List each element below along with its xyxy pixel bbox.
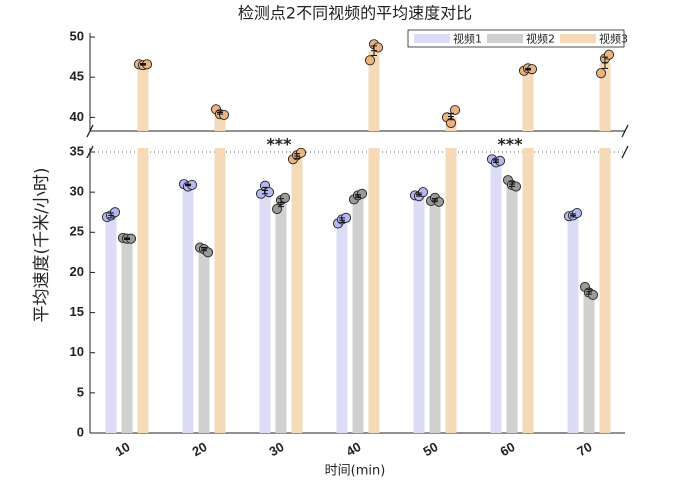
error-bar	[525, 67, 531, 71]
bar	[105, 215, 117, 433]
error-bar	[602, 56, 608, 69]
error-bar	[185, 183, 191, 187]
data-point	[202, 247, 214, 258]
y2-tick-label: 45	[70, 69, 84, 84]
error-bar	[355, 194, 361, 199]
bar	[445, 148, 457, 433]
error-bar	[448, 112, 454, 121]
data-point	[364, 55, 376, 66]
error-bar	[294, 153, 300, 159]
data-point	[595, 68, 607, 79]
y2-tick-label: 50	[70, 28, 84, 43]
bar	[137, 148, 149, 433]
axis-break	[86, 124, 94, 138]
bar	[368, 50, 380, 131]
error-bar	[416, 192, 422, 197]
bar	[583, 291, 595, 433]
data-point	[372, 42, 384, 53]
x-tick-label: 50	[420, 439, 440, 459]
y-axis-label: 平均速度(千米/小时)	[32, 168, 52, 323]
y-tick-label: 35	[70, 143, 84, 158]
x-tick-label: 20	[189, 439, 209, 459]
legend-swatch	[414, 34, 450, 43]
error-bar	[217, 110, 223, 115]
data-point	[587, 289, 599, 300]
bar	[259, 190, 271, 433]
data-point	[109, 207, 121, 218]
legend-swatch	[560, 34, 596, 43]
error-bar	[493, 158, 499, 163]
bar	[490, 160, 502, 433]
annotation: ***	[266, 135, 292, 154]
bar	[336, 220, 348, 433]
bar	[182, 184, 194, 433]
data-point	[356, 188, 368, 199]
error-bar	[278, 198, 284, 208]
bar	[214, 112, 226, 131]
data-point	[218, 109, 230, 120]
y-tick-label: 15	[70, 304, 84, 319]
bar	[214, 148, 226, 433]
axis-break	[621, 124, 629, 138]
x-tick-label: 70	[574, 439, 594, 459]
y2-tick-label: 40	[70, 109, 84, 124]
x-tick-label: 60	[497, 439, 517, 459]
error-bar	[570, 213, 576, 218]
x-axis-label: 时间(min)	[325, 464, 386, 479]
y-tick-label: 5	[77, 384, 84, 399]
error-bar	[140, 63, 146, 66]
data-point	[263, 187, 275, 198]
bar	[121, 238, 133, 433]
y-tick-label: 0	[77, 424, 84, 439]
bar	[522, 69, 534, 131]
y-tick-label: 20	[70, 264, 84, 279]
data-point	[571, 207, 583, 219]
bar	[198, 249, 210, 433]
data-point	[603, 49, 615, 60]
legend-label: 视频2	[526, 32, 555, 46]
error-bar	[201, 247, 207, 252]
data-point	[279, 192, 291, 203]
y-tick-label: 25	[70, 224, 84, 239]
error-bar	[262, 186, 268, 195]
x-tick-label: 40	[343, 439, 363, 459]
annotation: ***	[497, 135, 523, 154]
bar	[275, 202, 287, 433]
data-point	[449, 105, 461, 116]
error-bar	[108, 212, 114, 219]
data-point	[295, 147, 307, 158]
bar	[291, 156, 303, 433]
x-tick-label: 10	[112, 439, 132, 459]
bar	[429, 200, 441, 433]
bar	[137, 64, 149, 131]
legend-swatch	[487, 34, 523, 43]
error-bar	[339, 217, 345, 224]
error-bar	[371, 45, 377, 56]
legend-label: 视频1	[453, 32, 482, 46]
bar	[352, 196, 364, 433]
bar	[413, 194, 425, 433]
error-bar	[509, 181, 515, 188]
chart-title: 检测点2不同视频的平均速度对比	[238, 4, 472, 23]
y-tick-label: 10	[70, 344, 84, 359]
bar	[506, 184, 518, 433]
bar	[567, 215, 579, 433]
error-bar	[432, 198, 438, 203]
error-bar	[586, 288, 592, 295]
x-tick-label: 30	[266, 439, 286, 459]
bar	[368, 148, 380, 433]
y-tick-label: 30	[70, 184, 84, 199]
bar	[522, 148, 534, 433]
legend-label: 视频3	[599, 32, 628, 46]
data-point	[271, 203, 283, 215]
axis-break	[621, 145, 629, 159]
bar	[599, 62, 611, 131]
error-bar	[124, 237, 130, 241]
data-point	[417, 187, 429, 198]
bar	[599, 148, 611, 433]
